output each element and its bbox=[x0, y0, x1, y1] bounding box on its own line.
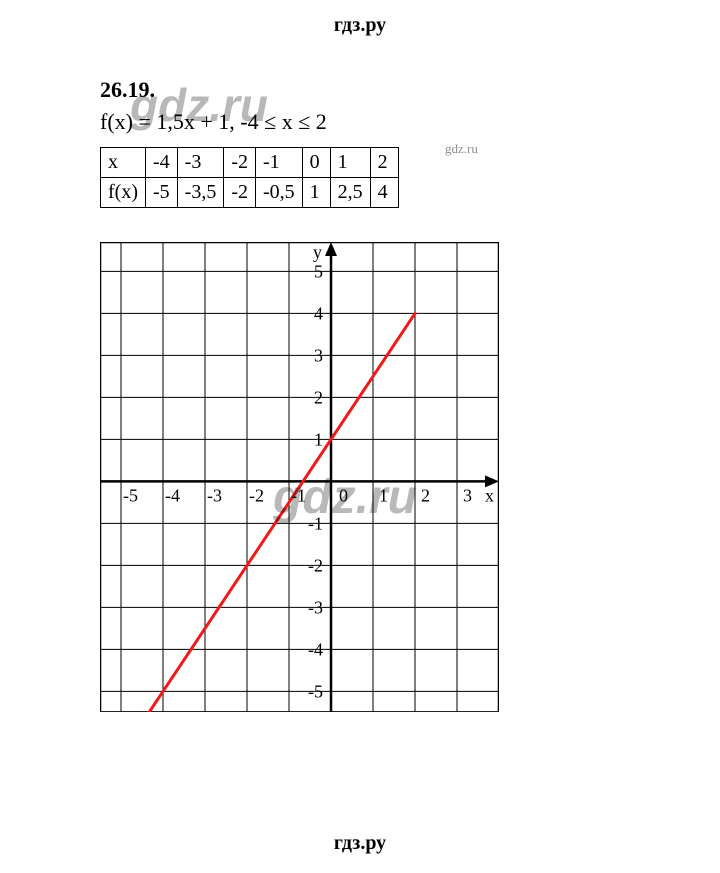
svg-text:y: y bbox=[313, 242, 322, 262]
site-footer: гдз.ру bbox=[0, 832, 720, 855]
table-cell: -4 bbox=[145, 148, 177, 178]
table-cell: -2 bbox=[224, 148, 256, 178]
watermark-small-right: gdz.ru bbox=[445, 141, 478, 157]
svg-text:2: 2 bbox=[314, 387, 323, 407]
svg-text:3: 3 bbox=[463, 485, 472, 505]
svg-text:-3: -3 bbox=[207, 485, 222, 505]
site-header: гдз.ру bbox=[0, 14, 720, 37]
svg-text:2: 2 bbox=[421, 485, 430, 505]
table-cell: 2 bbox=[370, 148, 398, 178]
value-table: x-4-3-2-1012 f(x)-5-3,5-2-0,512,54 bbox=[100, 147, 399, 208]
watermark-big-top: gdz.ru bbox=[130, 78, 268, 132]
table-cell: -3 bbox=[177, 148, 224, 178]
svg-text:1: 1 bbox=[314, 429, 323, 449]
table-cell: x bbox=[101, 148, 146, 178]
svg-text:x: x bbox=[485, 485, 494, 505]
svg-text:4: 4 bbox=[314, 303, 323, 323]
svg-text:3: 3 bbox=[314, 345, 323, 365]
svg-text:-4: -4 bbox=[308, 639, 323, 659]
table-cell: 2,5 bbox=[330, 178, 370, 208]
watermark-big-chart: gdz.ru bbox=[273, 470, 417, 525]
svg-text:-3: -3 bbox=[308, 597, 323, 617]
svg-text:-2: -2 bbox=[308, 555, 323, 575]
svg-text:-2: -2 bbox=[249, 485, 264, 505]
svg-text:-4: -4 bbox=[165, 485, 180, 505]
svg-text:-5: -5 bbox=[123, 485, 138, 505]
table-cell: 1 bbox=[302, 178, 330, 208]
table-cell: 0 bbox=[302, 148, 330, 178]
table-cell: -5 bbox=[145, 178, 177, 208]
svg-text:5: 5 bbox=[314, 261, 323, 281]
table-cell: f(x) bbox=[101, 178, 146, 208]
table-cell: -3,5 bbox=[177, 178, 224, 208]
table-row: x-4-3-2-1012 bbox=[101, 148, 399, 178]
table-cell: -2 bbox=[224, 178, 256, 208]
table-cell: -0,5 bbox=[256, 178, 303, 208]
content-area: 26.19. f(x) = 1,5x + 1, -4 ≤ x ≤ 2 x-4-3… bbox=[0, 77, 720, 712]
table-cell: 4 bbox=[370, 178, 398, 208]
table-cell: 1 bbox=[330, 148, 370, 178]
table-row: f(x)-5-3,5-2-0,512,54 bbox=[101, 178, 399, 208]
table-cell: -1 bbox=[256, 148, 303, 178]
svg-text:-5: -5 bbox=[308, 681, 323, 701]
